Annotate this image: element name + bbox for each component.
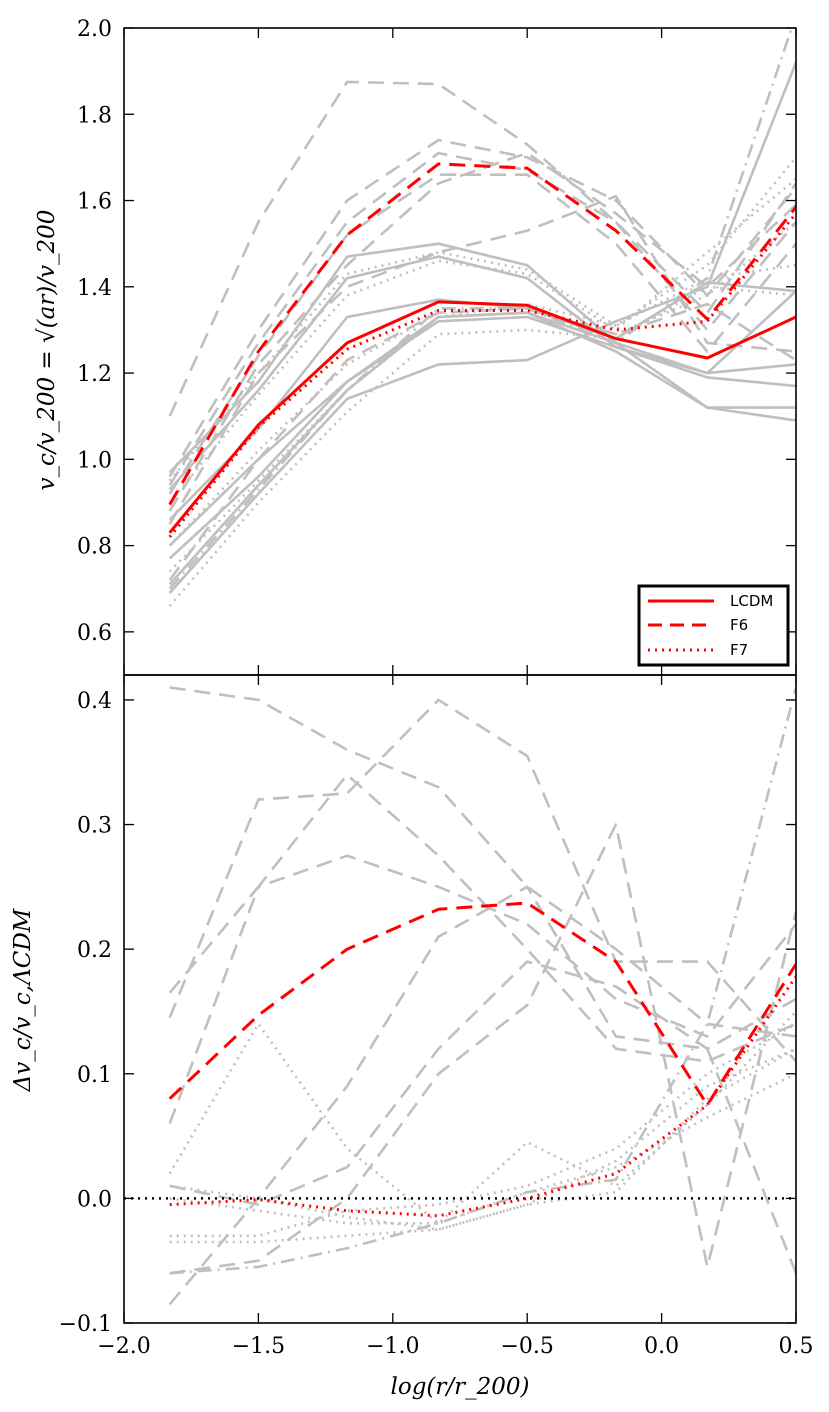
bottom-background-series-7 [168,1010,796,1225]
legend: LCDM F6 F7 [637,584,790,667]
x-tick-label: −0.5 [500,1334,553,1359]
bottom-background-series-10 [169,1022,796,1238]
top-background-series-18 [168,285,796,607]
bottom-panel-lines [124,686,796,1306]
top-y-tick-label: 1.2 [77,362,112,387]
top-background-series-14 [168,156,796,482]
top-background-series-4 [168,315,796,560]
top-background-series-12 [168,194,796,525]
x-axis-label: log(r/r_200) [390,1374,529,1400]
top-y-tick-label: 1.8 [77,103,112,128]
top-background-series-7 [168,80,796,417]
top-background-series-11 [168,151,796,512]
bottom-background-series-11 [169,1047,796,1244]
bottom-series-f6 [168,901,796,1107]
bottom-y-tick-label: 0.2 [77,938,112,963]
x-tick-label: −1.5 [232,1334,285,1359]
top-background-series-13 [168,302,796,581]
top-background-series-19 [168,28,794,590]
bottom-background-series-5 [168,885,796,1306]
bottom-background-series-6 [169,686,796,1038]
top-background-series-1 [168,255,796,491]
top-y-tick-label: 0.6 [77,621,112,646]
bottom-y-axis-label: Δv_c/v_c,ΛCDM [10,907,36,1092]
legend-label-f7: F7 [730,641,748,659]
bottom-panel-frame [123,674,797,1324]
bottom-background-series-4 [169,823,796,1275]
top-y-tick-label: 1.0 [77,448,112,473]
x-tick-label: −1.0 [366,1334,419,1359]
x-tick-label: 0.0 [644,1334,679,1359]
top-y-tick-label: 2.0 [77,17,112,42]
top-series-lcdm [168,300,796,534]
top-background-series-17 [168,263,796,573]
bottom-y-tick-label: 0.0 [77,1187,112,1212]
bottom-background-series-12 [169,687,796,1275]
top-panel-lines [168,28,796,607]
bottom-y-tick-label: 0.3 [77,814,112,839]
x-tick-label: −2.0 [97,1334,150,1359]
top-y-tick-label: 1.6 [77,190,112,215]
top-background-series-8 [168,138,796,478]
top-background-series-3 [168,311,796,547]
top-y-tick-label: 1.4 [77,276,112,301]
legend-box [637,584,790,667]
bottom-background-series-2 [168,773,796,1125]
bottom-y-tick-label: −0.1 [59,1312,112,1337]
legend-label-f6: F6 [730,616,748,634]
top-background-series-9 [168,151,796,486]
bottom-background-series-8 [169,1047,796,1231]
bottom-y-tick-label: 0.1 [77,1063,112,1088]
top-series-f6 [168,162,796,506]
bottom-series-f7 [169,975,796,1218]
bottom-background-series-3 [169,960,796,1206]
top-background-series-5 [168,311,796,586]
bottom-background-series-0 [168,854,796,1038]
bottom-background-series-1 [168,698,796,1063]
top-y-axis-label: v_c/v_200 = √(ar)/v_200 [34,210,60,491]
top-panel-ticks: 0.6 0.8 1.0 1.2 1.4 1.6 1.8 2.0 [77,17,797,675]
top-background-series-15 [168,177,796,504]
bottom-y-tick-label: 0.4 [77,689,112,714]
top-y-tick-label: 0.8 [77,535,112,560]
top-panel-frame [123,27,797,676]
x-tick-label: 0.5 [779,1334,814,1359]
bottom-panel-ticks: −2.0 −1.5 −1.0 −0.5 0.0 0.5 −0.1 0.0 0.1 0.2 0.3 0.… [59,675,814,1359]
top-background-series-10 [168,173,796,495]
legend-label-lcdm: LCDM [730,592,773,610]
top-background-series-6 [168,62,796,594]
